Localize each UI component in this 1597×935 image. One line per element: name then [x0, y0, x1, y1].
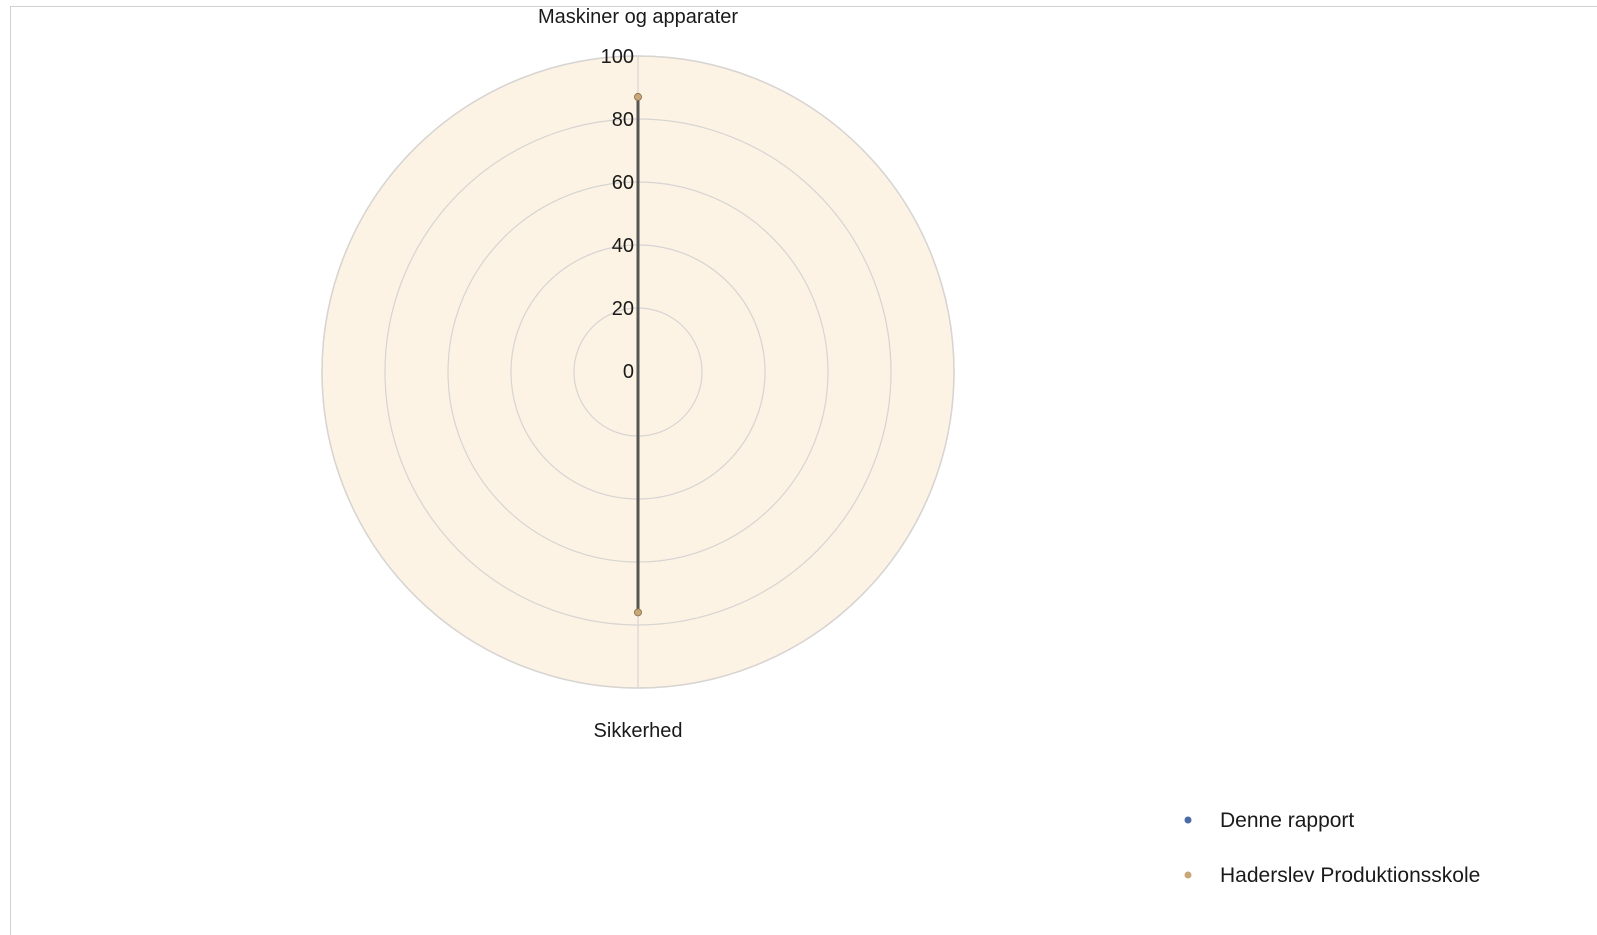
tick-label: 60 — [612, 172, 634, 194]
data-point[interactable] — [634, 608, 642, 617]
category-label: Sikkerhed — [594, 720, 683, 742]
legend-marker-icon — [1184, 816, 1192, 824]
category-label: Maskiner og apparater — [538, 6, 738, 28]
chart-frame — [10, 6, 1597, 935]
tick-label: 20 — [612, 298, 634, 320]
legend-item[interactable]: Haderslev Produktionsskole — [1184, 864, 1481, 887]
tick-label: 80 — [612, 109, 634, 131]
legend[interactable]: Denne rapport Haderslev Produktionsskole — [1184, 809, 1481, 887]
legend-marker-icon — [1184, 871, 1192, 879]
tick-label: 100 — [601, 46, 634, 68]
series-layer — [634, 93, 642, 617]
legend-label: Haderslev Produktionsskole — [1220, 864, 1480, 887]
tick-label: 40 — [612, 235, 634, 257]
radial-ticks: 0 20 40 60 80 100 — [601, 46, 634, 383]
data-point[interactable] — [634, 93, 642, 101]
legend-label: Denne rapport — [1220, 809, 1354, 832]
tick-label: 0 — [623, 361, 634, 383]
legend-item[interactable]: Denne rapport — [1184, 809, 1355, 832]
series-1 — [634, 93, 642, 617]
category-labels: Maskiner og apparater Sikkerhed — [538, 6, 738, 742]
